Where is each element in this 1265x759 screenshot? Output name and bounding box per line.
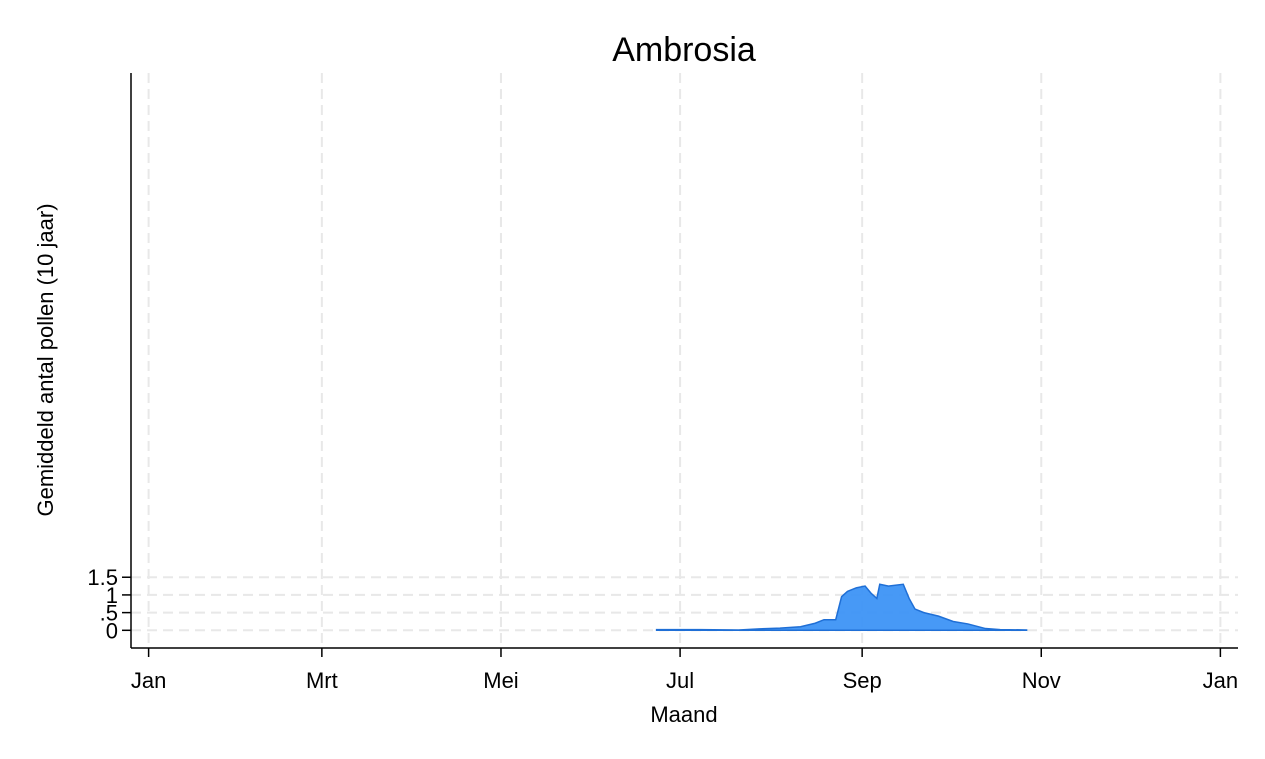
x-tick-label: Mei [483,668,518,693]
y-tick-label: 1 [106,583,118,608]
x-tick-label: Jan [131,668,166,693]
x-tick-label: Nov [1022,668,1061,693]
x-tick-label: Jan [1203,668,1238,693]
y-tick-label: 1.5 [87,565,118,590]
y-axis-label: Gemiddeld antal pollen (10 jaar) [33,203,58,516]
x-tick-label: Sep [843,668,882,693]
x-tick-label: Jul [666,668,694,693]
y-tick-label: 0 [106,618,118,643]
x-tick-label: Mrt [306,668,338,693]
x-axis-label: Maand [650,702,717,727]
y-tick-label: .5 [100,601,118,626]
chart-title: Ambrosia [612,31,756,69]
area [655,583,1028,632]
